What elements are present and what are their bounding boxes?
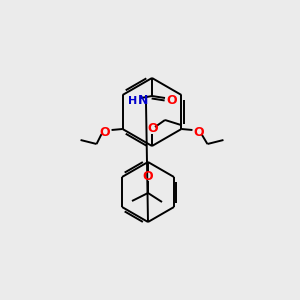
Text: O: O [193,125,204,139]
Text: O: O [99,125,110,139]
Text: N: N [138,94,148,107]
Text: O: O [143,170,153,184]
Text: H: H [128,96,138,106]
Text: O: O [148,122,158,136]
Text: O: O [167,94,177,106]
